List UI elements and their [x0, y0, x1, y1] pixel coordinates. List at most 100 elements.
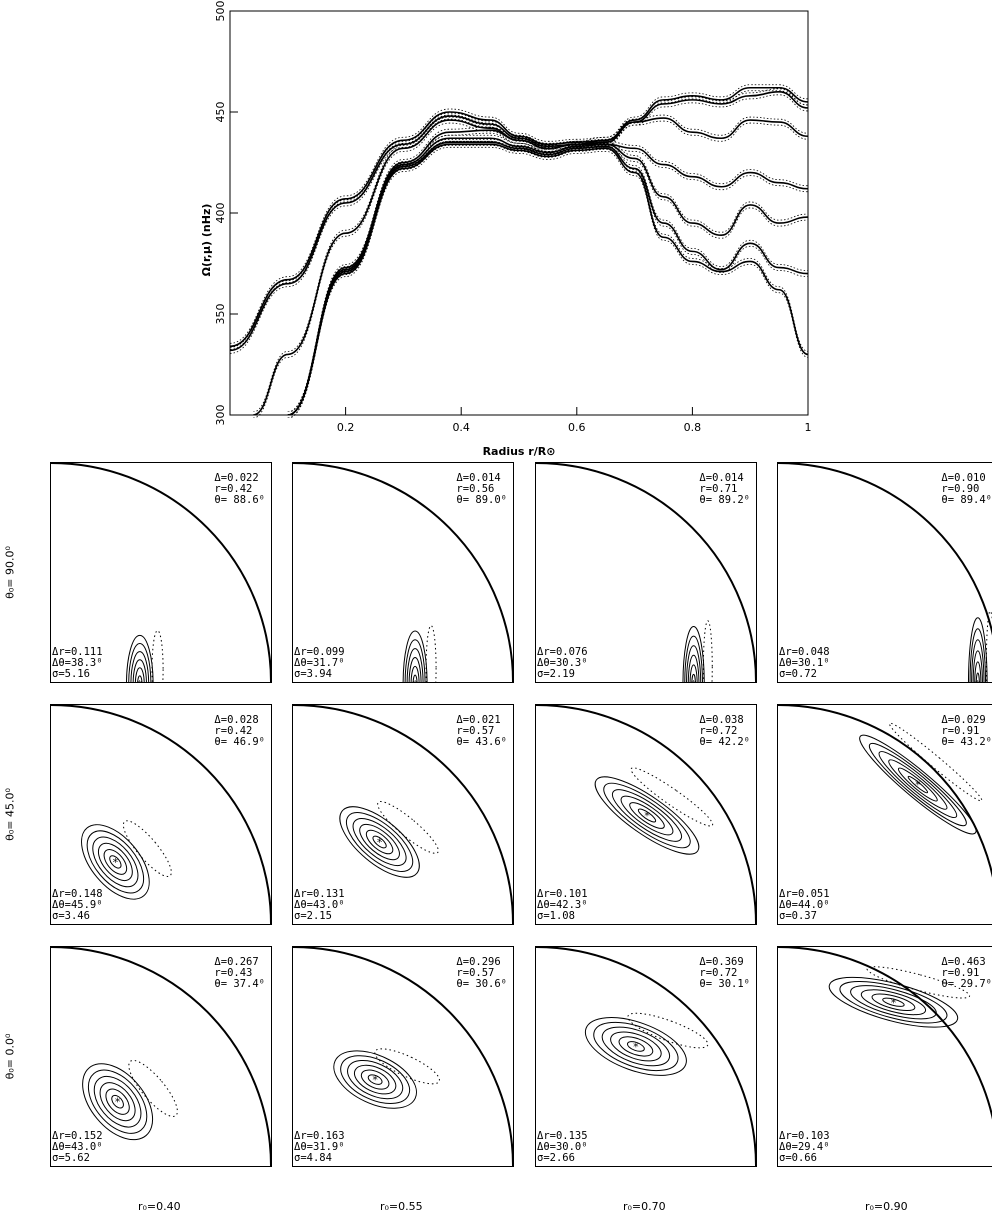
kernel-contour [975, 672, 980, 682]
kernel-contour-plot: * [293, 463, 513, 682]
annotation-sigma: σ=2.66 [537, 1152, 575, 1164]
kernel-contour [907, 775, 929, 794]
annotation-dr: Δr=0.099 [294, 646, 345, 658]
kernel-contour [97, 842, 133, 882]
kernel-contour [103, 849, 128, 875]
annotation-sigma: σ=4.84 [294, 1152, 332, 1164]
y-tick-label: 500 [214, 1, 227, 22]
kernel-contour-plot: * [778, 463, 992, 682]
kernel-contour [620, 795, 674, 836]
annotation-dr: Δr=0.131 [294, 888, 345, 900]
error-band-line [287, 126, 808, 412]
annotation-theta: θ= 89.4⁰ [941, 494, 992, 506]
rotation-series-line [230, 90, 808, 352]
x-axis-ticks: 0.2 0.4 0.6 0.8 1 [337, 407, 812, 434]
kernel-contour [109, 855, 122, 869]
annotation-delta: Δ=0.022 [214, 472, 259, 484]
kernel-contour [974, 661, 982, 682]
annotation-theta: θ= 42.2⁰ [699, 736, 750, 748]
kernel-contour [372, 835, 387, 849]
negative-contour [888, 722, 983, 802]
kernel-width-annotation: Δr=0.111 Δθ=38.3⁰ σ=5.16 [52, 647, 103, 680]
annotation-sigma: σ=0.37 [779, 910, 817, 922]
kernel-contour [132, 659, 147, 682]
annotation-theta: θ= 43.6⁰ [456, 736, 507, 748]
x-tick-label: 0.2 [337, 421, 355, 434]
kernel-contour [626, 1041, 645, 1052]
kernel-contour [134, 667, 145, 682]
annotation-delta: Δ=0.296 [456, 956, 501, 968]
kernel-panel: * Δ=0.029 r=0.91 θ= 43.2⁰ Δr=0.051 Δθ=44.0⁰ σ=… [777, 704, 992, 925]
negative-contour [128, 1059, 178, 1117]
kernel-width-annotation: Δr=0.099 Δθ=31.7⁰ σ=3.94 [294, 647, 345, 680]
annotation-dr: Δr=0.135 [537, 1130, 588, 1142]
annotation-r: r=0.90 [941, 483, 980, 495]
kernel-contour [353, 1064, 397, 1095]
annotation-dtheta: Δθ=44.0⁰ [779, 899, 830, 911]
annotation-delta: Δ=0.029 [941, 714, 986, 726]
kernel-center-annotation: Δ=0.296 r=0.57 θ= 30.6⁰ [456, 957, 507, 990]
annotation-dtheta: Δθ=43.0⁰ [52, 1141, 103, 1153]
kernel-center-annotation: Δ=0.463 r=0.91 θ= 29.7⁰ [941, 957, 992, 990]
annotation-delta: Δ=0.010 [941, 472, 986, 484]
kernel-panel: * Δ=0.369 r=0.72 θ= 30.1⁰ Δr=0.135 Δθ=30.0⁰ σ=… [535, 946, 757, 1167]
kernel-panel: * Δ=0.463 r=0.91 θ= 29.7⁰ Δr=0.103 Δθ=29.4⁰ σ=… [777, 946, 992, 1167]
negative-contour [151, 630, 164, 682]
solar-surface-arc [778, 463, 992, 636]
target-marker: * [115, 1096, 121, 1109]
error-band-line [287, 132, 808, 418]
annotation-r: r=0.91 [941, 725, 980, 737]
solar-surface-arc [293, 463, 513, 682]
kernel-center-annotation: Δ=0.029 r=0.91 θ= 43.2⁰ [941, 715, 992, 748]
kernel-contour [340, 1055, 411, 1104]
rotation-series-line [287, 143, 808, 415]
y-tick-label: 400 [214, 203, 227, 224]
error-band-line [253, 84, 808, 412]
x-tick-label: 1 [805, 421, 812, 434]
kernel-contour [130, 651, 150, 682]
row-label: θ₀= 45.0⁰ [3, 787, 17, 841]
annotation-dtheta: Δθ=42.3⁰ [537, 899, 588, 911]
kernel-contour-plot: * [293, 705, 513, 924]
kernel-panel: * Δ=0.296 r=0.57 θ= 30.6⁰ Δr=0.163 Δθ=31.9⁰ σ=… [292, 946, 514, 1167]
target-marker: * [915, 779, 921, 792]
kernel-contour [972, 650, 983, 682]
kernel-center-annotation: Δ=0.010 r=0.90 θ= 89.4⁰ [941, 473, 992, 506]
kernel-panel: * Δ=0.028 r=0.42 θ= 46.9⁰ Δr=0.148 Δθ=45.9⁰ σ=… [50, 704, 272, 925]
negative-contour [377, 801, 439, 854]
annotation-r: r=0.57 [456, 725, 495, 737]
kernel-contour [691, 673, 696, 682]
kernel-contour [86, 830, 145, 894]
kernel-contour [860, 989, 927, 1016]
solar-surface-arc [778, 947, 992, 1120]
kernel-width-annotation: Δr=0.101 Δθ=42.3⁰ σ=1.08 [537, 889, 588, 922]
kernel-contour [593, 1021, 679, 1072]
kernel-width-annotation: Δr=0.076 Δθ=30.3⁰ σ=2.19 [537, 647, 588, 680]
kernel-contour [352, 818, 407, 867]
kernel-contour [404, 639, 426, 682]
annotation-r: r=0.42 [214, 725, 253, 737]
error-band-line [287, 138, 808, 412]
error-band-line [230, 108, 808, 344]
kernel-contour [686, 645, 702, 682]
kernel-contour [402, 630, 428, 682]
kernel-center-annotation: Δ=0.038 r=0.72 θ= 42.2⁰ [699, 715, 750, 748]
annotation-delta: Δ=0.028 [214, 714, 259, 726]
annotation-dr: Δr=0.152 [52, 1130, 103, 1142]
negative-contour [627, 1012, 709, 1049]
kernel-contour [99, 1082, 136, 1122]
annotation-dtheta: Δθ=31.7⁰ [294, 657, 345, 669]
kernel-contour [82, 1063, 154, 1141]
kernel-width-annotation: Δr=0.135 Δθ=30.0⁰ σ=2.66 [537, 1131, 588, 1164]
kernel-center-annotation: Δ=0.014 r=0.56 θ= 89.0⁰ [456, 473, 507, 506]
y-axis-title: Ω(r,μ) (nHz) [200, 204, 213, 277]
kernel-contour [888, 759, 948, 810]
kernel-contour [897, 767, 938, 802]
kernel-contour [365, 829, 394, 855]
negative-contour [425, 625, 437, 682]
annotation-dtheta: Δθ=30.0⁰ [537, 1141, 588, 1153]
annotation-dr: Δr=0.051 [779, 888, 830, 900]
kernel-contour [359, 823, 400, 861]
negative-contour [702, 620, 713, 682]
